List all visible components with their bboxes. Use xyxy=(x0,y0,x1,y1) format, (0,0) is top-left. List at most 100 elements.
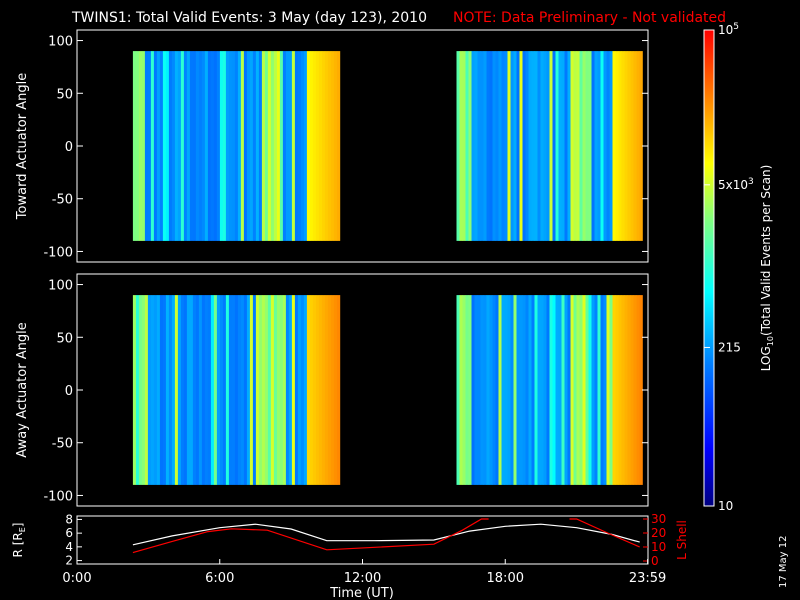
toward-heat-column xyxy=(264,51,269,241)
away-heat-column xyxy=(540,295,544,485)
toward-heat-column xyxy=(555,51,559,241)
away-heat-column xyxy=(546,295,550,485)
toward-heat-column xyxy=(174,51,179,241)
toward-heat-column xyxy=(501,51,505,241)
y-tick-label: 0 xyxy=(65,140,73,155)
away-heat-column xyxy=(195,295,200,485)
away-heat-column xyxy=(609,295,613,485)
away-heat-column xyxy=(207,295,212,485)
time-tick-label: 23:59 xyxy=(629,571,666,586)
toward-heat-column xyxy=(459,51,463,241)
toward-heat-column xyxy=(177,51,182,241)
away-heat-column xyxy=(201,295,206,485)
away-ylabel: Away Actuator Angle xyxy=(15,322,30,457)
y-tick-label: 50 xyxy=(56,331,73,346)
toward-y-axis: -100 -50 0 50 100 xyxy=(43,35,648,260)
colorbar-tick-label: 105 xyxy=(718,22,739,37)
y-tick-label: 100 xyxy=(48,35,73,50)
away-heat-column xyxy=(624,295,628,485)
away-heat-column xyxy=(219,295,224,485)
toward-heat-column xyxy=(204,51,209,241)
away-heat-column xyxy=(522,295,526,485)
toward-heat-column xyxy=(222,51,227,241)
away-heat-column xyxy=(237,295,242,485)
toward-heat-column xyxy=(276,51,281,241)
toward-heat-column xyxy=(312,51,317,241)
away-heat-column xyxy=(135,295,140,485)
colorbar-label: LOG10(Total Valid Events per Scan) xyxy=(759,165,775,372)
away-heat-column xyxy=(213,295,218,485)
y-tick-label: 100 xyxy=(48,279,73,294)
away-heat-column xyxy=(159,295,164,485)
toward-heat-column xyxy=(603,51,607,241)
toward-heat-column xyxy=(231,51,236,241)
away-heat-column xyxy=(639,295,643,485)
away-heat-column xyxy=(171,295,176,485)
away-heat-column xyxy=(528,295,532,485)
away-heat-column xyxy=(330,295,335,485)
away-heat-column xyxy=(525,295,529,485)
toward-heat-column xyxy=(591,51,595,241)
away-heat-column xyxy=(486,295,490,485)
away-heat-column xyxy=(504,295,508,485)
toward-heat-column xyxy=(573,51,577,241)
toward-heat-column xyxy=(561,51,565,241)
away-heat-column xyxy=(471,295,475,485)
toward-heat-column xyxy=(468,51,472,241)
away-heat-column xyxy=(597,295,601,485)
away-heat-column xyxy=(315,295,320,485)
away-heat-column xyxy=(174,295,179,485)
toward-ylabel: Toward Actuator Angle xyxy=(15,73,30,220)
toward-heat-column xyxy=(144,51,149,241)
away-heat-column xyxy=(300,295,305,485)
toward-heat-column xyxy=(507,51,511,241)
toward-heat-column xyxy=(285,51,290,241)
away-heat-column xyxy=(138,295,143,485)
toward-heat-column xyxy=(270,51,275,241)
toward-heat-column xyxy=(210,51,215,241)
away-heat-column xyxy=(225,295,230,485)
away-heat-column xyxy=(180,295,185,485)
away-heat-column xyxy=(534,295,538,485)
away-heat-column xyxy=(552,295,556,485)
toward-heat-column xyxy=(495,51,499,241)
away-heat-column xyxy=(501,295,505,485)
away-heat-column xyxy=(204,295,209,485)
away-heat-column xyxy=(459,295,463,485)
away-heat-column xyxy=(279,295,284,485)
toward-heat-column xyxy=(522,51,526,241)
toward-heat-column xyxy=(282,51,287,241)
toward-heat-column xyxy=(558,51,562,241)
orbit-left-tick-label: 2 xyxy=(65,554,73,568)
away-heat-column xyxy=(249,295,254,485)
away-heat-column xyxy=(465,295,469,485)
y-tick-label: 50 xyxy=(56,87,73,102)
toward-heat-column xyxy=(246,51,251,241)
toward-heat-column xyxy=(324,51,329,241)
y-tick-label: -50 xyxy=(52,437,73,452)
away-heat-column xyxy=(600,295,604,485)
toward-heat-column xyxy=(639,51,643,241)
colorbar-tick-sup: 3 xyxy=(748,177,754,187)
toward-heat-column xyxy=(225,51,230,241)
away-heat-column xyxy=(234,295,239,485)
toward-heat-column xyxy=(279,51,284,241)
away-heat-column xyxy=(477,295,481,485)
preliminary-note: NOTE: Data Preliminary - Not validated xyxy=(453,10,726,26)
toward-heat-column xyxy=(618,51,622,241)
toward-heat-column xyxy=(156,51,161,241)
toward-heat-column xyxy=(267,51,272,241)
toward-heat-column xyxy=(171,51,176,241)
time-tick-label: 6:00 xyxy=(205,571,234,586)
toward-heat-column xyxy=(273,51,278,241)
away-heat-column xyxy=(165,295,170,485)
toward-heat-column xyxy=(300,51,305,241)
toward-heat-column xyxy=(258,51,263,241)
toward-heat-column xyxy=(138,51,143,241)
away-y-axis: -100 -50 0 50 100 xyxy=(43,279,648,504)
toward-heat-column xyxy=(201,51,206,241)
toward-heat-column xyxy=(594,51,598,241)
toward-heat-column xyxy=(207,51,212,241)
toward-heat-column xyxy=(570,51,574,241)
